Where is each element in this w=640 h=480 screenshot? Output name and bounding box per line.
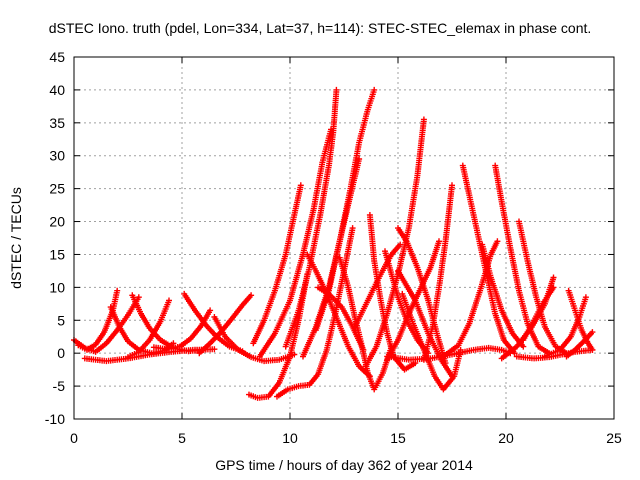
data-series-34 — [516, 218, 570, 357]
x-tick-label: 15 — [390, 430, 406, 446]
data-series-24 — [362, 116, 427, 370]
series-36-markers — [520, 284, 557, 343]
data-series-33 — [479, 241, 527, 350]
data-series-31 — [459, 162, 518, 357]
grid-lines — [74, 57, 614, 419]
series-26-markers — [395, 267, 455, 380]
data-series-13 — [256, 126, 334, 360]
data-series-36 — [520, 284, 557, 343]
series-1-markers — [75, 287, 121, 353]
chart-title: dSTEC Iono. truth (pdel, Lon=334, Lat=37… — [49, 20, 592, 36]
data-series-32 — [492, 162, 553, 357]
series-40-markers — [513, 346, 596, 362]
series-24-markers — [362, 116, 427, 370]
data-series-16 — [312, 86, 378, 334]
series-31-markers — [459, 162, 518, 357]
series-5-markers — [150, 307, 214, 353]
series-34-markers — [516, 218, 570, 357]
y-tick-label: 0 — [57, 345, 65, 361]
y-tick-label: 20 — [49, 214, 65, 230]
series-32-markers — [492, 162, 553, 357]
y-tick-label: 25 — [49, 181, 65, 197]
data-series-25 — [384, 238, 442, 363]
y-tick-label: 45 — [49, 49, 65, 65]
y-tick-label: 30 — [49, 148, 65, 164]
y-tick-label: 5 — [57, 312, 65, 328]
y-tick-label: 40 — [49, 82, 65, 98]
x-axis-label: GPS time / hours of day 362 of year 2014 — [215, 457, 473, 473]
axis-ticks: 0 5 10 15 20 25 -10 -5 0 5 10 15 20 25 30 35 40 45 — [45, 49, 622, 446]
plot-frame — [73, 56, 615, 420]
x-tick-label: 5 — [178, 430, 186, 446]
x-tick-label: 25 — [606, 430, 622, 446]
series-33-markers — [479, 241, 527, 350]
data-marks — [71, 86, 596, 401]
series-13-markers — [256, 126, 334, 360]
y-tick-label: -10 — [45, 411, 65, 427]
data-series-8 — [81, 346, 218, 365]
y-tick-label: 35 — [49, 115, 65, 131]
series-16-markers — [312, 86, 378, 334]
series-9-markers — [211, 314, 298, 365]
data-series-9 — [211, 314, 298, 365]
data-series-26 — [395, 267, 455, 380]
y-tick-label: 10 — [49, 279, 65, 295]
data-series-1 — [75, 287, 121, 353]
y-tick-label: 15 — [49, 246, 65, 262]
data-series-5 — [150, 307, 214, 353]
data-series-40 — [513, 346, 596, 362]
series-25-markers — [384, 238, 442, 363]
series-8-markers — [81, 346, 218, 365]
series-12-markers — [250, 182, 304, 347]
x-tick-label: 20 — [498, 430, 514, 446]
data-series-12 — [250, 182, 304, 347]
x-tick-label: 10 — [282, 430, 298, 446]
x-tick-label: 0 — [70, 430, 78, 446]
y-axis-label: dSTEC / TECUs — [8, 187, 24, 289]
y-tick-label: -5 — [53, 378, 66, 394]
